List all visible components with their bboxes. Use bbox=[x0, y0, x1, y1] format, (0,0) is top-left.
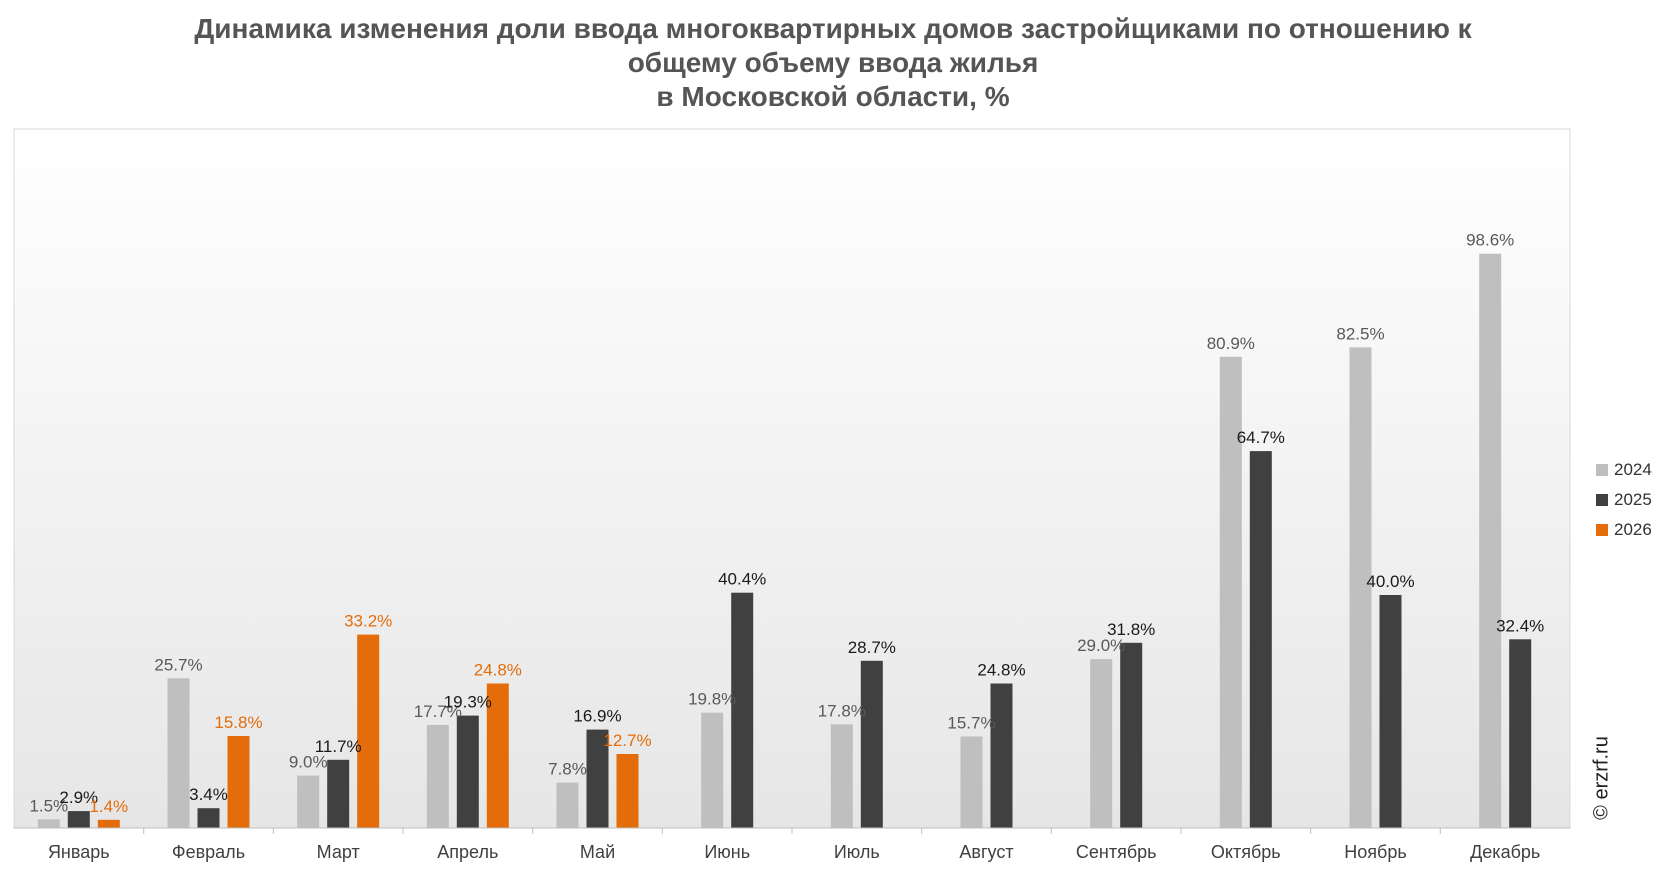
bar-2025-3 bbox=[327, 759, 350, 828]
data-label-2025-3: 11.7% bbox=[315, 737, 362, 756]
data-label-2024-6: 19.8% bbox=[688, 690, 736, 709]
bar-2025-4 bbox=[456, 715, 479, 828]
bar-2026-3 bbox=[357, 634, 380, 828]
legend-swatch-2026 bbox=[1596, 524, 1608, 536]
bar-2026-5 bbox=[616, 754, 639, 828]
bar-2025-9 bbox=[1120, 642, 1143, 828]
data-label-2024-5: 7.8% bbox=[548, 760, 587, 779]
data-label-2024-3: 9.0% bbox=[289, 753, 328, 772]
data-label-2026-1: 1.4% bbox=[89, 797, 128, 816]
bar-2024-8 bbox=[960, 736, 983, 828]
legend-item-2024: 2024 bbox=[1596, 455, 1666, 485]
bar-2025-7 bbox=[860, 660, 883, 828]
bars-layer bbox=[37, 253, 1532, 828]
data-label-2024-7: 17.8% bbox=[818, 701, 866, 720]
bar-2024-6 bbox=[701, 712, 724, 828]
data-labels-layer: 1.5%2.9%1.4% 25.7% 3.4% 15.8% 9.0%11.7% 33.2%… bbox=[29, 231, 1544, 816]
bar-2025-6 bbox=[731, 592, 754, 828]
bar-2024-2 bbox=[167, 678, 190, 828]
bar-2024-10 bbox=[1219, 356, 1242, 828]
legend-swatch-2024 bbox=[1596, 464, 1608, 476]
x-tick-label-5: Май bbox=[580, 842, 615, 862]
data-label-2025-4: 19.3% bbox=[444, 693, 492, 712]
bar-2024-11 bbox=[1349, 347, 1372, 828]
bar-2025-2 bbox=[197, 808, 220, 828]
bar-2025-1 bbox=[67, 811, 90, 828]
plot-area bbox=[13, 128, 1571, 829]
x-tick-label-1: Январь bbox=[48, 842, 110, 862]
bar-2026-4 bbox=[486, 683, 509, 828]
legend-label-2025: 2025 bbox=[1614, 490, 1652, 509]
data-label-2025-10: 64.7% bbox=[1237, 428, 1285, 447]
chart-title: Динамика изменения доли ввода многокварт… bbox=[0, 12, 1666, 114]
data-label-2025-7: 28.7% bbox=[848, 638, 896, 657]
x-tick-label-3: Март bbox=[317, 842, 360, 862]
data-label-2025-8: 24.8% bbox=[977, 661, 1025, 680]
chart-title-line-3: в Московской области, % bbox=[656, 81, 1010, 112]
bar-2024-7 bbox=[830, 724, 853, 828]
data-label-2024-11: 82.5% bbox=[1336, 324, 1384, 343]
legend-label-2024: 2024 bbox=[1614, 460, 1652, 479]
data-label-2025-2: 3.4% bbox=[189, 785, 228, 804]
data-label-2025-1: 2.9% bbox=[59, 788, 98, 807]
legend-swatch-2025 bbox=[1596, 494, 1608, 506]
bar-2024-1 bbox=[37, 819, 60, 828]
data-label-2026-2: 15.8% bbox=[214, 713, 262, 732]
data-label-2024-9: 29.0% bbox=[1077, 636, 1125, 655]
data-label-2025-12: 32.4% bbox=[1496, 616, 1544, 635]
bar-2024-4 bbox=[426, 724, 449, 828]
watermark-text: © erzrf.ru bbox=[1590, 736, 1613, 820]
x-tick-label-12: Декабрь bbox=[1470, 842, 1540, 862]
chart-title-line-2: общему объему ввода жилья bbox=[627, 47, 1039, 78]
bar-2025-5 bbox=[586, 729, 609, 828]
data-label-2026-3: 33.2% bbox=[344, 612, 392, 631]
bar-2024-9 bbox=[1090, 659, 1113, 828]
data-label-2024-1: 1.5% bbox=[29, 796, 68, 815]
x-tick-label-10: Октябрь bbox=[1211, 842, 1281, 862]
data-label-2026-5: 12.7% bbox=[603, 731, 651, 750]
data-label-2025-9: 31.8% bbox=[1107, 620, 1155, 639]
data-label-2025-5: 16.9% bbox=[573, 707, 621, 726]
x-tick-label-6: Июнь bbox=[704, 842, 750, 862]
x-tick-label-8: Август bbox=[959, 842, 1013, 862]
watermark: © erzrf.ru bbox=[1590, 723, 1613, 833]
data-label-2025-6: 40.4% bbox=[718, 570, 766, 589]
bar-2025-12 bbox=[1509, 639, 1532, 828]
legend: 2024 2025 2026 bbox=[1596, 455, 1666, 545]
bar-2025-10 bbox=[1249, 451, 1272, 828]
data-label-2024-12: 98.6% bbox=[1466, 231, 1514, 250]
bar-2024-12 bbox=[1479, 253, 1502, 828]
bar-2026-1 bbox=[97, 819, 120, 828]
legend-label-2026: 2026 bbox=[1614, 520, 1652, 539]
data-label-2025-11: 40.0% bbox=[1366, 572, 1414, 591]
bar-2024-5 bbox=[556, 782, 579, 828]
x-tick-label-9: Сентябрь bbox=[1076, 842, 1157, 862]
x-tick-label-7: Июль bbox=[834, 842, 880, 862]
x-tick-label-2: Февраль bbox=[172, 842, 245, 862]
bar-2025-8 bbox=[990, 683, 1013, 828]
data-label-2024-2: 25.7% bbox=[154, 655, 202, 674]
chart-title-line-1: Динамика изменения доли ввода многокварт… bbox=[194, 13, 1472, 44]
legend-item-2026: 2026 bbox=[1596, 515, 1666, 545]
data-label-2024-4: 17.7% bbox=[414, 702, 462, 721]
bar-2026-2 bbox=[227, 736, 250, 828]
data-label-2024-10: 80.9% bbox=[1207, 334, 1255, 353]
x-tick-label-4: Апрель bbox=[437, 842, 498, 862]
data-label-2026-4: 24.8% bbox=[474, 661, 522, 680]
x-axis: Январь Февраль Март Апрель Май Июнь Июль Август… bbox=[14, 827, 1570, 862]
bar-2024-3 bbox=[297, 775, 320, 828]
legend-item-2025: 2025 bbox=[1596, 485, 1666, 515]
x-tick-label-11: Ноябрь bbox=[1344, 842, 1406, 862]
bar-2025-11 bbox=[1379, 595, 1402, 828]
data-label-2024-8: 15.7% bbox=[947, 714, 995, 733]
